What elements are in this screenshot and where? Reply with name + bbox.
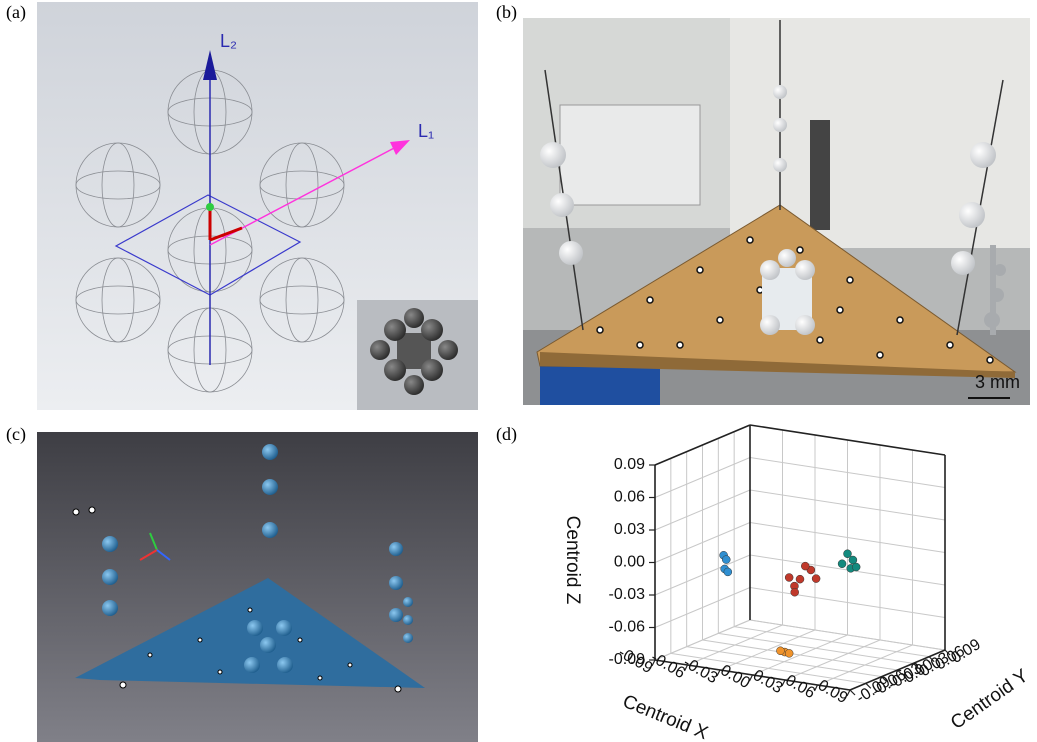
x-tick-label: 0.00 [717, 662, 753, 692]
y-tick-label: 0.09 [948, 636, 984, 667]
z-axis-label: Centroid Z [562, 516, 583, 605]
z-tick-label: 0.06 [614, 489, 645, 506]
x-tick-label: 0.06 [782, 672, 818, 702]
reconstruction-view [37, 432, 478, 742]
scale-bar-label: 3 mm [975, 372, 1020, 392]
panel-label: (a) [6, 2, 26, 23]
point [722, 556, 730, 564]
point [844, 550, 852, 558]
point [812, 575, 820, 583]
panel-label: (d) [496, 424, 517, 445]
x-axis-label: Centroid X [620, 691, 711, 742]
y-axis-label: Centroid Y [947, 665, 1033, 734]
point [785, 649, 793, 657]
point [801, 562, 809, 570]
point [776, 647, 784, 655]
point [785, 574, 793, 582]
x-tick-label: 0.03 [750, 667, 786, 697]
figure: (a) L₂ L₁ (b) [0, 0, 1037, 742]
z-tick-label: -0.06 [609, 619, 646, 636]
x-tick-label: 0.09 [815, 677, 851, 707]
axis-label: L₂ [220, 31, 237, 51]
z-tick-label: 0.00 [614, 554, 645, 571]
z-tick-label: 0.09 [614, 456, 645, 473]
z-tick-label: -0.03 [609, 586, 646, 603]
point [838, 560, 846, 568]
photo [523, 18, 1030, 405]
point [791, 588, 799, 596]
point [724, 568, 732, 576]
point [852, 563, 860, 571]
panel-label: (b) [496, 2, 517, 23]
axis-label: L₁ [418, 121, 434, 141]
panel-label: (c) [6, 424, 26, 445]
point [796, 575, 804, 583]
z-tick-label: 0.03 [614, 521, 645, 538]
frame-dot [206, 203, 214, 211]
